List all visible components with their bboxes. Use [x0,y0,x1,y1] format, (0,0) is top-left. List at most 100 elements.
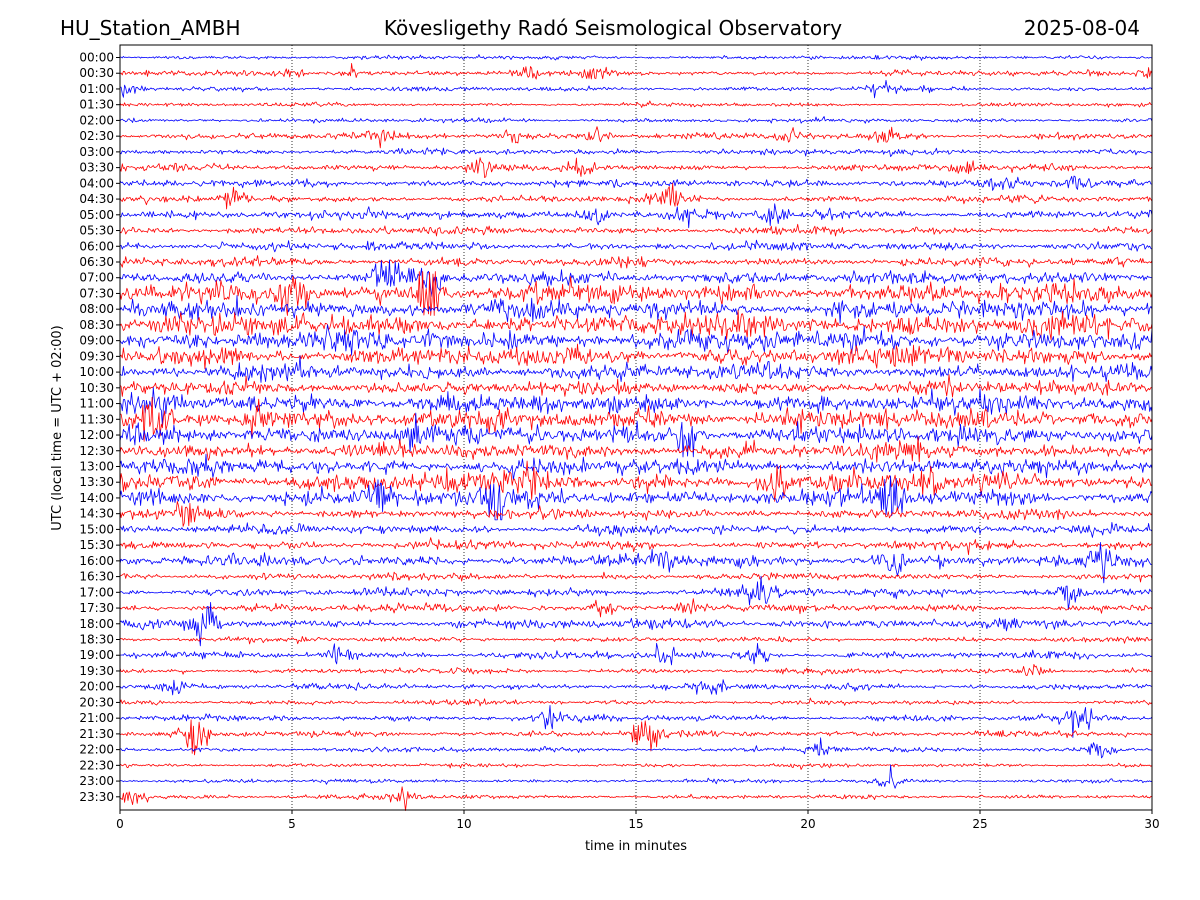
trace-2000 [119,679,1153,696]
y-tick-label: 09:00 [79,334,114,348]
y-tick-label: 10:30 [79,381,114,395]
trace-0830 [119,309,1153,341]
x-tick-label: 5 [288,817,296,831]
trace-1800 [119,602,1153,647]
y-tick-label: 21:30 [79,727,114,741]
trace-0500 [119,203,1153,229]
y-tick-label: 15:30 [79,538,114,552]
y-tick-label: 12:30 [79,444,114,458]
trace-2030 [119,697,1153,707]
y-tick-label: 03:00 [79,145,114,159]
trace-2230 [119,762,1153,770]
trace-0600 [119,239,1153,253]
trace-1300 [119,453,1153,481]
trace-2100 [119,705,1153,738]
trace-1400 [119,475,1153,521]
trace-1100 [119,387,1153,426]
x-tick-label: 10 [456,817,471,831]
y-tick-label: 20:30 [79,695,114,709]
trace-1000 [119,355,1153,383]
y-tick-label: 07:00 [79,271,114,285]
trace-0030 [119,63,1153,80]
trace-0300 [119,147,1153,157]
y-tick-label: 08:00 [79,302,114,316]
y-tick-label: 03:30 [79,161,114,175]
y-tick-label: 19:30 [79,664,114,678]
trace-0900 [119,324,1153,356]
y-tick-label: 08:30 [79,318,114,332]
trace-1930 [119,664,1153,676]
y-tick-label: 22:30 [79,758,114,772]
y-tick-label: 21:00 [79,711,114,725]
x-tick-label: 30 [1144,817,1159,831]
y-tick-label: 14:00 [79,491,114,505]
y-tick-label: 09:30 [79,349,114,363]
seismic-traces [119,54,1153,811]
trace-0630 [119,255,1153,269]
trace-0130 [119,100,1152,108]
trace-0230 [119,126,1153,149]
trace-0800 [119,295,1153,324]
y-tick-label: 16:00 [79,554,114,568]
station-name: HU_Station_AMBH [60,16,240,40]
trace-0700 [119,259,1153,297]
trace-1700 [119,575,1153,610]
y-tick-label: 00:00 [79,51,114,65]
trace-1530 [119,537,1153,556]
trace-2300 [120,764,1153,789]
y-tick-label: 14:30 [79,507,114,521]
trace-0330 [119,157,1153,178]
y-tick-label: 11:00 [79,397,114,411]
y-tick-label: 01:30 [79,98,114,112]
y-tick-label: 18:30 [79,633,114,647]
trace-1230 [119,436,1153,463]
trace-2200 [120,737,1153,759]
x-axis-ticks: 0 5 10 15 20 25 30 [116,810,1160,831]
y-tick-label: 05:00 [79,208,114,222]
y-tick-label: 00:30 [79,66,114,80]
y-tick-label: 17:00 [79,585,114,599]
trace-2330 [119,786,1153,811]
trace-0730 [119,271,1153,316]
trace-0930 [119,343,1153,370]
y-tick-label: 01:00 [79,82,114,96]
trace-0430 [119,182,1153,210]
trace-0400 [119,175,1152,191]
x-tick-label: 25 [972,817,987,831]
chart-date: 2025-08-04 [1024,16,1140,40]
trace-1430 [119,501,1153,527]
y-tick-label: 20:00 [79,680,114,694]
y-tick-label: 17:30 [79,601,114,615]
y-tick-label: 06:00 [79,239,114,253]
y-tick-label: 10:00 [79,365,114,379]
trace-1600 [119,542,1153,584]
y-tick-label: 23:00 [79,774,114,788]
y-tick-label: 11:30 [79,412,114,426]
y-tick-label: 02:00 [79,113,114,127]
y-tick-label: 07:30 [79,286,114,300]
y-tick-label: 22:00 [79,743,114,757]
x-tick-label: 15 [628,817,643,831]
trace-1730 [119,598,1153,618]
y-tick-label: 19:00 [79,648,114,662]
trace-1830 [120,636,1153,645]
y-tick-label: 06:30 [79,255,114,269]
trace-0200 [119,116,1153,124]
chart-title: Kövesligethy Radó Seismological Observat… [384,16,842,40]
y-tick-label: 18:00 [79,617,114,631]
y-tick-label: 02:30 [79,129,114,143]
x-axis-label: time in minutes [585,839,687,854]
trace-0530 [119,223,1153,237]
y-tick-label: 05:30 [79,224,114,238]
y-tick-label: 23:30 [79,790,114,804]
x-tick-label: 0 [116,817,124,831]
x-tick-label: 20 [800,817,815,831]
y-axis-label: UTC (local time = UTC + 02:00) [50,325,65,530]
y-tick-label: 04:30 [79,192,114,206]
y-tick-label: 13:00 [79,459,114,473]
trace-1630 [119,571,1153,583]
trace-1500 [119,522,1153,538]
y-tick-label: 16:30 [79,570,114,584]
